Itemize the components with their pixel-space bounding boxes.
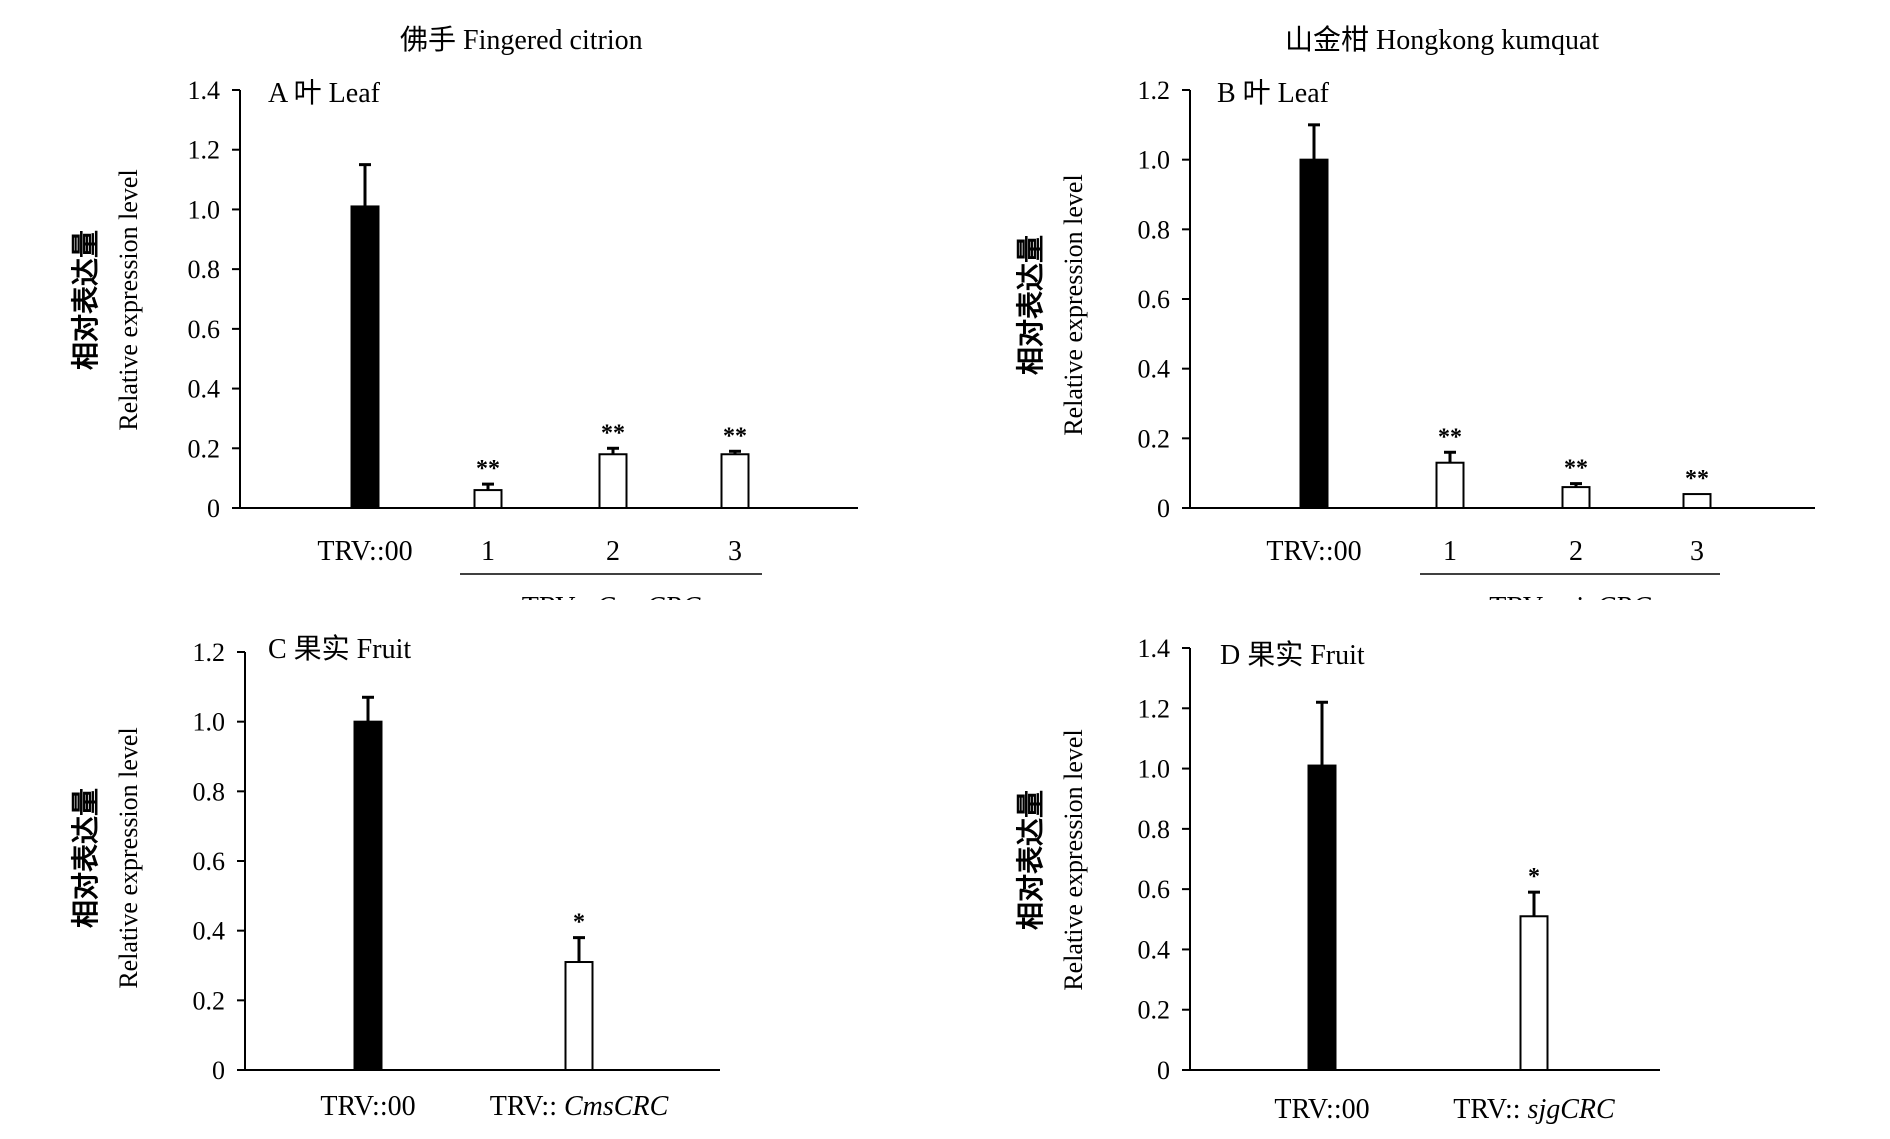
y-tick-label: 0.2 — [188, 434, 221, 463]
panel-label: D 果实 Fruit — [1220, 639, 1365, 671]
y-tick-label: 0.6 — [188, 315, 221, 344]
bar — [350, 205, 380, 509]
y-axis-label-en: Relative expression level — [1059, 729, 1088, 990]
category-label: TRV::00 — [320, 1091, 415, 1122]
bar — [720, 453, 750, 509]
bar — [1307, 764, 1337, 1072]
y-axis-label-en: Relative expression level — [114, 169, 143, 430]
left-column-title: 佛手 Fingered citrion — [400, 25, 643, 56]
bar — [473, 489, 503, 510]
y-tick-label: 0.8 — [1138, 215, 1171, 244]
y-tick-label: 0.4 — [193, 917, 226, 946]
y-axis-label-cn: 相对表达量 — [1015, 790, 1047, 930]
category-label: 3 — [1690, 536, 1704, 567]
panel-label: A 叶 Leaf — [268, 78, 381, 109]
panel-label: B 叶 Leaf — [1217, 78, 1330, 109]
y-tick-label: 0.6 — [193, 847, 226, 876]
y-tick-label: 1.2 — [1138, 694, 1171, 723]
y-tick-label: 1.2 — [188, 136, 221, 165]
y-axis-label-group: 相对表达量 Relative expression level — [70, 727, 143, 988]
y-tick-label: 0.2 — [1138, 424, 1171, 453]
chart-panel-b: 0 0.2 0.4 0.6 0.8 1.0 1.2 B 叶 Leaf 相对表达量 Relative… — [1015, 76, 1815, 600]
category-label: 3 — [728, 536, 742, 567]
category-label: TRV::00 — [1266, 536, 1361, 567]
significance-mark: ** — [476, 456, 500, 482]
significance-mark: ** — [1564, 456, 1588, 482]
significance-mark: ** — [601, 420, 625, 446]
y-tick-label: 0 — [1157, 494, 1170, 523]
category-label: 1 — [1443, 536, 1457, 567]
category-label: 2 — [606, 536, 620, 567]
y-tick-label: 0.2 — [193, 986, 226, 1015]
y-tick-label: 0 — [207, 494, 220, 523]
significance-mark: ** — [1685, 466, 1709, 492]
y-axis-label-group: 相对表达量 Relative expression level — [70, 169, 143, 430]
y-axis-label-cn: 相对表达量 — [1015, 235, 1047, 375]
y-tick-label: 0 — [1157, 1056, 1170, 1085]
bar — [353, 720, 383, 1072]
y-tick-label: 0.8 — [188, 255, 221, 284]
group-label: TRV:: CmsCRC — [522, 592, 701, 600]
y-axis-label-en: Relative expression level — [114, 727, 143, 988]
y-axis-label-group: 相对表达量 Relative expression level — [1015, 174, 1088, 435]
significance-mark: ** — [723, 423, 747, 449]
bar — [598, 453, 628, 509]
y-axis-label-en: Relative expression level — [1059, 174, 1088, 435]
category-label: TRV::00 — [317, 536, 412, 567]
y-tick-label: 1.2 — [193, 638, 226, 667]
bar — [1435, 461, 1465, 510]
y-tick-label: 0.4 — [1138, 935, 1171, 964]
y-tick-label: 1.4 — [1138, 634, 1171, 663]
y-tick-label: 0.8 — [193, 777, 226, 806]
y-tick-label: 0.6 — [1138, 285, 1171, 314]
y-tick-label: 1.0 — [193, 708, 226, 737]
y-tick-label: 1.2 — [1138, 76, 1171, 105]
group-label: TRV:: sjgCRC — [1489, 592, 1651, 600]
bar — [1299, 158, 1329, 510]
category-label: TRV::00 — [1274, 1094, 1369, 1125]
chart-panel-a: 0 0.2 0.4 0.6 0.8 1.0 1.2 1.4 A 叶 Leaf 相对表达量 Relat… — [70, 76, 858, 600]
chart-panel-c: 0 0.2 0.4 0.6 0.8 1.0 1.2 C 果实 Fruit 相对表达量 Relati… — [70, 633, 720, 1122]
y-tick-label: 0.8 — [1138, 815, 1171, 844]
bar — [1519, 915, 1549, 1071]
y-tick-label: 1.0 — [1138, 755, 1171, 784]
significance-mark: * — [1528, 864, 1540, 890]
y-axis-label-cn: 相对表达量 — [70, 788, 102, 928]
panel-label: C 果实 Fruit — [268, 633, 411, 665]
category-label: 2 — [1569, 536, 1583, 567]
y-tick-label: 0.6 — [1138, 875, 1171, 904]
y-tick-label: 1.0 — [1138, 146, 1171, 175]
category-label: 1 — [481, 536, 495, 567]
y-tick-label: 0 — [212, 1056, 225, 1085]
right-column-title: 山金柑 Hongkong kumquat — [1285, 25, 1600, 56]
category-label: TRV:: sjgCRC — [1453, 1094, 1615, 1125]
chart-panel-d: 0 0.2 0.4 0.6 0.8 1.0 1.2 1.4 D 果实 Fruit 相对表达量 Rel… — [1015, 634, 1660, 1125]
y-axis-label-cn: 相对表达量 — [70, 230, 102, 370]
y-axis-label-group: 相对表达量 Relative expression level — [1015, 729, 1088, 990]
bar — [564, 961, 594, 1071]
bar — [1561, 486, 1591, 510]
y-tick-label: 1.4 — [188, 76, 221, 105]
y-tick-label: 1.0 — [188, 195, 221, 224]
y-tick-label: 0.2 — [1138, 996, 1171, 1025]
significance-mark: * — [573, 910, 585, 936]
y-tick-label: 0.4 — [1138, 355, 1171, 384]
significance-mark: ** — [1438, 424, 1462, 450]
category-label: TRV:: CmsCRC — [490, 1091, 669, 1122]
y-tick-label: 0.4 — [188, 375, 221, 404]
bar — [1682, 493, 1712, 510]
